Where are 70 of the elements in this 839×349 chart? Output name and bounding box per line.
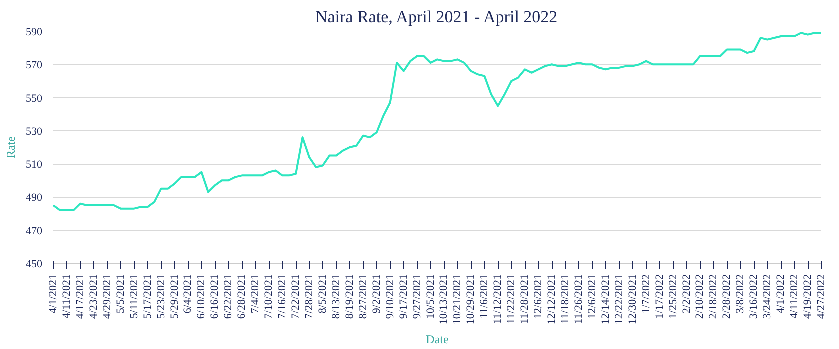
x-tick-label: 8/5/2021 — [316, 274, 329, 314]
line-series — [54, 32, 822, 212]
x-tick-label: 9/27/2021 — [411, 274, 424, 320]
x-tick-label: 10/21/2021 — [452, 274, 464, 325]
y-tick-label: 490 — [26, 192, 43, 204]
x-tick-label: 4/17/2021 — [74, 274, 86, 320]
x-tick-label: 11/26/2021 — [572, 274, 585, 324]
x-tick-label: 9/2/2021 — [370, 274, 383, 314]
x-tick-label: 8/19/2021 — [344, 274, 356, 320]
x-tick-label: 12/22/2021 — [613, 274, 626, 325]
x-tick-label: 11/6/2021 — [478, 274, 491, 319]
x-tick-label: 6/22/2021 — [222, 274, 235, 320]
x-tick-label: 6/4/2021 — [182, 274, 194, 314]
x-tick-label: 6/10/2021 — [196, 274, 208, 320]
x-tick-label: 11/22/2021 — [506, 274, 518, 324]
x-tick-label: 1/17/2022 — [654, 274, 666, 320]
x-tick-label: 3/16/2022 — [748, 274, 760, 320]
x-axis-title: Date — [426, 332, 449, 347]
x-tick-label: 7/10/2021 — [263, 274, 276, 320]
x-tick-label: 12/14/2021 — [600, 274, 612, 325]
x-tick-label: 10/29/2021 — [465, 274, 478, 325]
x-tick-label: 5/17/2021 — [142, 274, 154, 320]
x-tick-label: 7/16/2021 — [276, 274, 289, 320]
x-tick-label: 6/16/2021 — [209, 274, 222, 320]
x-tick-label: 11/12/2021 — [492, 274, 504, 324]
x-tick-label: 9/10/2021 — [384, 274, 396, 320]
y-tick-label: 450 — [26, 258, 43, 270]
x-tick-label: 4/1/2021 — [48, 274, 60, 314]
x-tick-label: 2/18/2022 — [708, 274, 720, 320]
x-tick-label: 10/13/2021 — [438, 274, 450, 325]
x-tick-label: 10/5/2021 — [424, 274, 437, 320]
x-tick-label: 4/19/2022 — [802, 274, 814, 320]
x-tick-label: 12/6/2021 — [532, 274, 545, 320]
x-tick-label: 11/28/2021 — [519, 274, 532, 324]
x-tick-label: 12/30/2021 — [626, 274, 639, 325]
x-tick-label: 12/12/2021 — [546, 274, 558, 325]
y-tick-label: 530 — [26, 126, 43, 138]
x-tick-label: 3/24/2022 — [762, 274, 774, 320]
x-tick-label: 5/11/2021 — [128, 274, 140, 319]
x-tick-label: 12/6/2021 — [586, 274, 598, 320]
x-tick-label: 4/23/2021 — [88, 274, 100, 320]
x-tick-label: 8/13/2021 — [330, 274, 342, 320]
x-tick-label: 5/5/2021 — [114, 274, 127, 314]
y-tick-label: 550 — [26, 92, 43, 105]
x-tick-label: 7/4/2021 — [250, 274, 262, 314]
x-tick-label: 2/28/2022 — [721, 274, 734, 320]
x-tick-label: 3/8/2022 — [734, 274, 747, 314]
x-tick-label: 4/27/2022 — [816, 274, 828, 320]
x-tick-label: 6/28/2021 — [236, 274, 248, 320]
x-tick-label: 5/29/2021 — [168, 274, 181, 320]
x-tick-label: 1/25/2022 — [667, 274, 680, 320]
x-tick-label: 4/29/2021 — [101, 274, 114, 320]
x-tick-label: 5/23/2021 — [155, 274, 168, 320]
y-tick-label: 590 — [26, 26, 43, 38]
x-tick-label: 7/28/2021 — [304, 274, 316, 320]
x-tick-label: 9/17/2021 — [398, 274, 410, 320]
y-tick-label: 570 — [26, 60, 43, 72]
x-tick-label: 8/27/2021 — [357, 274, 370, 320]
x-tick-label: 4/1/2022 — [775, 274, 788, 314]
x-tick-label: 4/11/2022 — [788, 274, 801, 319]
x-tick-label: 11/18/2021 — [560, 274, 572, 324]
chart-title: Naira Rate, April 2021 - April 2022 — [315, 8, 558, 26]
x-tick-label: 2/2/2022 — [680, 274, 693, 314]
y-axis-title: Rate — [4, 136, 18, 158]
y-tick-label: 510 — [26, 159, 43, 172]
x-tick-label: 4/11/2021 — [60, 274, 73, 319]
x-tick-label: 1/7/2022 — [640, 274, 652, 314]
x-tick-label: 2/10/2022 — [694, 274, 706, 320]
x-tick-label: 7/22/2021 — [290, 274, 302, 320]
y-tick-label: 470 — [26, 225, 43, 238]
